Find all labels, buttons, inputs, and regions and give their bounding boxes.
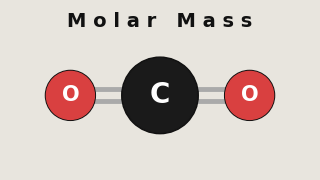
Ellipse shape (225, 70, 275, 120)
Text: O: O (61, 85, 79, 105)
Text: M o l a r   M a s s: M o l a r M a s s (68, 12, 252, 31)
Ellipse shape (45, 70, 95, 120)
Text: O: O (241, 85, 259, 105)
Text: C: C (150, 81, 170, 109)
Ellipse shape (122, 57, 198, 134)
Ellipse shape (226, 71, 274, 119)
Ellipse shape (46, 71, 94, 119)
Ellipse shape (123, 59, 197, 132)
